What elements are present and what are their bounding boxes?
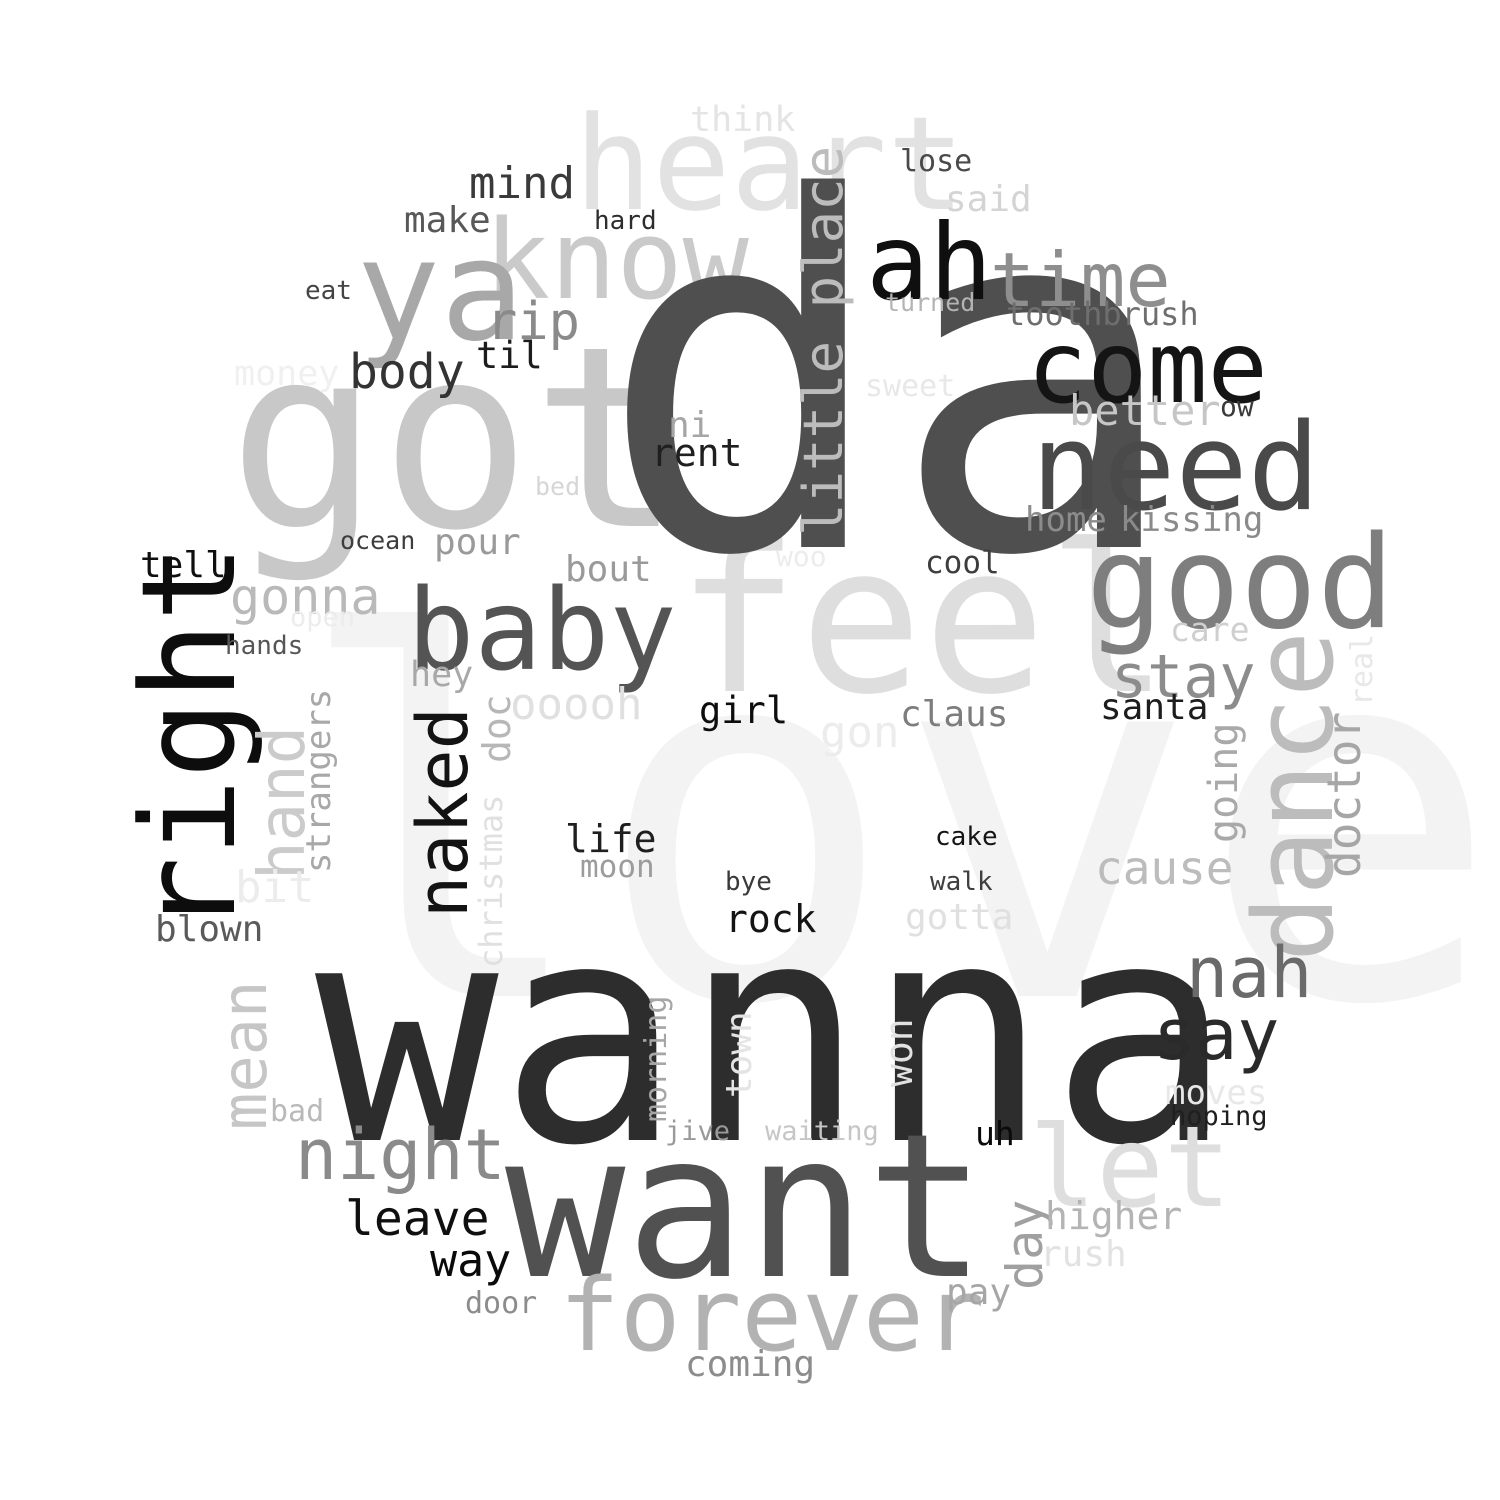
word-cake: cake <box>935 822 998 852</box>
word-gotta: gotta <box>905 897 1014 938</box>
word-feel: feel <box>676 502 1170 740</box>
word-rock: rock <box>725 897 817 941</box>
word-woo: woo <box>776 540 827 573</box>
word-leave: leave <box>345 1191 490 1247</box>
word-higher: higher <box>1045 1194 1183 1238</box>
word-pay: pay <box>946 1272 1012 1313</box>
word-coming: coming <box>685 1344 816 1385</box>
word-mind: mind <box>469 158 575 209</box>
word-cause: cause <box>1095 841 1234 895</box>
word-rush: rush <box>1040 1234 1127 1275</box>
word-ah: ah <box>866 202 993 324</box>
word-life: life <box>565 817 657 861</box>
word-turned: turned <box>885 288 976 317</box>
word-santa: santa <box>1100 687 1209 728</box>
word-gonna: gonna <box>230 568 381 626</box>
word-walk: walk <box>930 867 993 897</box>
word-cool: cool <box>925 545 1000 581</box>
word-bad: bad <box>270 1094 325 1129</box>
word-girl: girl <box>699 689 789 732</box>
word-care: care <box>1170 610 1250 649</box>
word-hands: hands <box>225 631 304 661</box>
word-say: say <box>1153 994 1280 1076</box>
word-make: make <box>404 200 491 241</box>
word-mean: mean <box>208 980 281 1130</box>
word-ya: ya <box>356 210 525 373</box>
word-baby: baby <box>407 566 677 696</box>
word-open: open <box>290 602 356 633</box>
word-claus: claus <box>900 694 1009 735</box>
word-nah: nah <box>1186 932 1313 1014</box>
word-night: night <box>295 1114 506 1196</box>
word-rip: rip <box>486 292 580 352</box>
word-bye: bye <box>725 867 772 897</box>
word-way: way <box>430 1234 512 1287</box>
word-uh: uh <box>975 1114 1015 1153</box>
word-ooooh: ooooh <box>510 679 643 730</box>
word-forever: forever <box>559 1256 985 1374</box>
word-money: money <box>234 354 340 394</box>
word-waiting: waiting <box>765 1116 879 1147</box>
word-come: come <box>1027 309 1268 426</box>
word-wanna: wanna <box>315 857 1234 1212</box>
word-jive: jive <box>665 1116 731 1147</box>
word-door: door <box>465 1286 538 1321</box>
word-lose: lose <box>900 144 973 179</box>
word-ni: ni <box>668 405 712 446</box>
word-time: time <box>990 236 1171 324</box>
word-blown: blown <box>155 909 264 950</box>
word-doc: doc <box>475 694 519 763</box>
word-gon: gon <box>820 707 900 758</box>
word-body: body <box>349 344 465 400</box>
word-tell: tell <box>140 545 227 586</box>
word-bit: bit <box>235 862 315 913</box>
word-eat: eat <box>305 276 352 306</box>
word-morning: morning <box>639 995 674 1122</box>
word-town: town <box>719 1011 760 1098</box>
word-want: want <box>505 1091 987 1324</box>
word-christmas: christmas <box>472 794 510 968</box>
word-got: got <box>228 293 684 586</box>
word-home: home <box>1025 500 1107 540</box>
word-know: know <box>484 196 749 324</box>
word-stay: stay <box>1111 642 1256 712</box>
word-good: good <box>1086 509 1395 658</box>
word-moves: moves <box>1165 1073 1268 1113</box>
word-going: going <box>1201 722 1247 843</box>
word-doctor: doctor <box>1317 711 1371 878</box>
word-naked: naked <box>402 707 484 918</box>
word-real: real <box>1345 633 1380 706</box>
word-hey: hey <box>410 655 474 695</box>
word-bout: bout <box>565 549 652 590</box>
word-til: til <box>476 334 543 377</box>
word-love: love <box>292 531 1500 1115</box>
word-hard: hard <box>594 206 657 236</box>
word-won: won <box>877 1018 921 1087</box>
word-rent: rent <box>651 431 743 475</box>
word-toothbrush: toothbrush <box>1006 295 1199 333</box>
word-ocean: ocean <box>340 526 416 555</box>
word-ow: ow <box>1220 390 1254 423</box>
word-kissing: kissing <box>1120 500 1264 540</box>
word-sweet: sweet <box>865 369 956 404</box>
word-heart: heart <box>574 88 966 240</box>
word-moon: moon <box>580 849 655 885</box>
word-think: think <box>690 100 796 140</box>
word-little-place: little place <box>792 145 855 536</box>
word-hoping: hoping <box>1170 1101 1268 1132</box>
word-need: need <box>1031 399 1320 538</box>
word-said: said <box>945 179 1032 220</box>
word-strangers: strangers <box>299 688 339 873</box>
word-let: let <box>1029 1103 1232 1233</box>
word-pour: pour <box>434 522 521 563</box>
word-da: da <box>598 98 1182 662</box>
word-better: better <box>1069 386 1221 435</box>
word-bed: bed <box>535 472 581 501</box>
